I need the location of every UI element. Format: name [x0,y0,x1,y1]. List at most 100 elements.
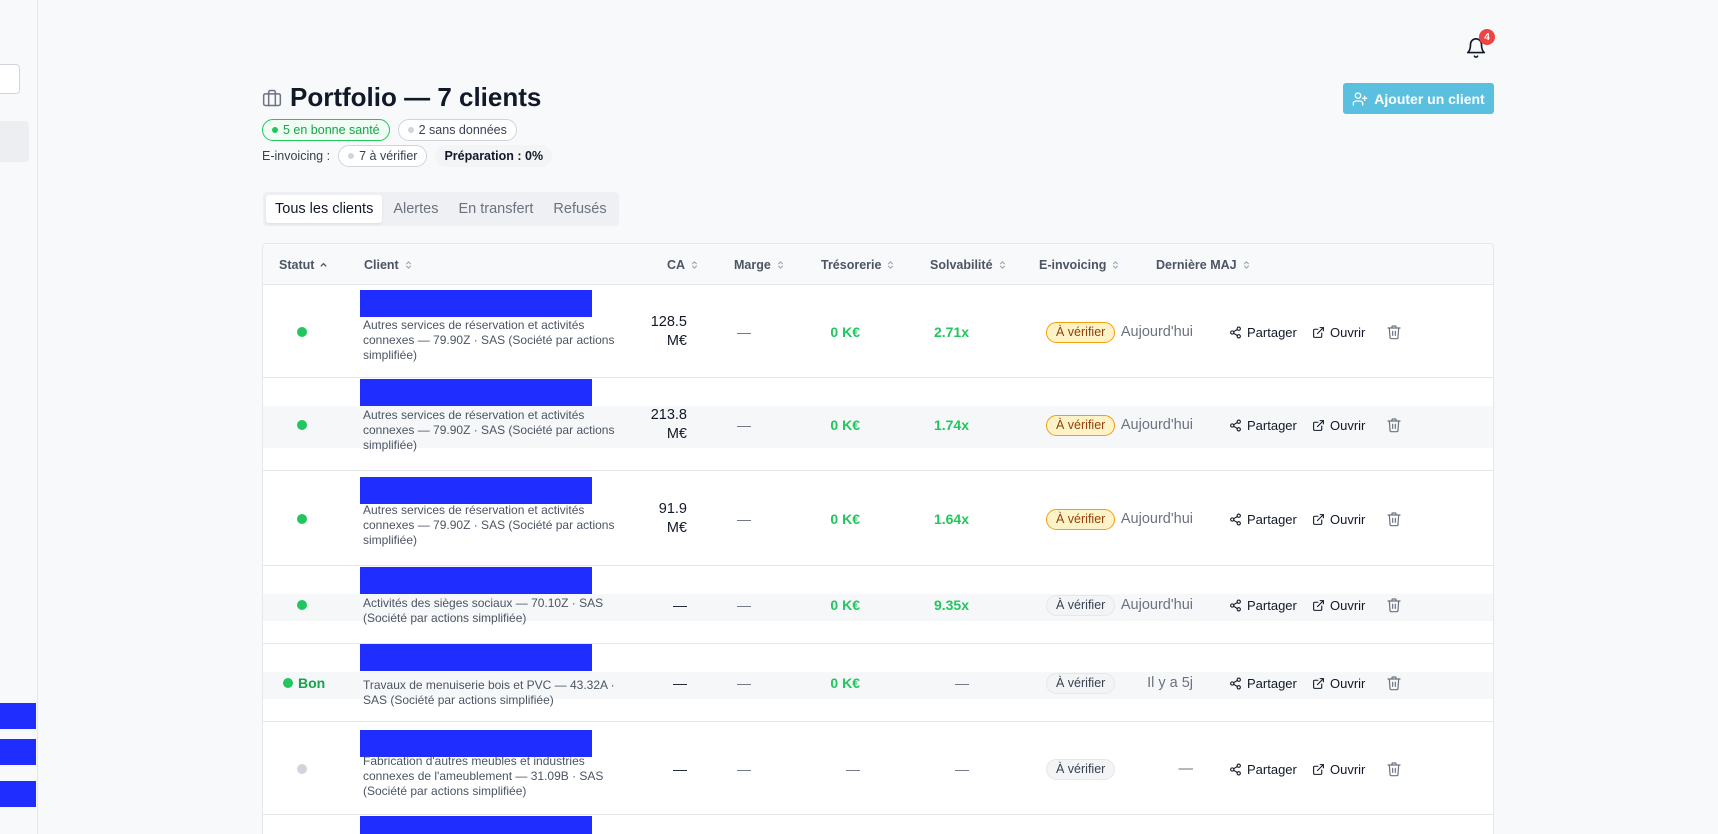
status-cell: Bon [283,671,325,695]
client-name-redacted[interactable] [360,644,592,671]
share-button[interactable]: Partager [1229,413,1297,437]
status-dot [272,127,278,133]
filter-tabs: Tous les clients Alertes En transfert Re… [263,192,619,226]
einvoicing-badge[interactable]: À vérifier [1046,672,1116,694]
sidebar [0,0,38,834]
chevron-up-icon [320,262,328,267]
share-button[interactable]: Partager [1229,507,1297,531]
status-cell [297,320,307,344]
last-update-cell: Aujourd'hui [1120,417,1193,433]
tab-refused[interactable]: Refusés [553,201,607,217]
trash-icon [1386,324,1402,340]
healthy-badge[interactable]: 5 en bonne santé [262,119,390,141]
share-button[interactable]: Partager [1229,593,1297,617]
tab-alerts[interactable]: Alertes [393,201,439,217]
status-label: Bon [298,675,326,691]
trash-icon [1386,675,1402,691]
bell-icon[interactable] [1465,37,1487,59]
tresorerie-cell: 0 K€ [830,417,860,433]
share-button[interactable]: Partager [1229,320,1297,344]
open-button[interactable]: Ouvrir [1312,593,1365,617]
last-update-cell: Aujourd'hui [1120,597,1193,613]
delete-button[interactable] [1386,593,1402,617]
tab-in-transfer[interactable]: En transfert [458,201,534,217]
solvabilite-cell: — [955,761,969,777]
column-marge[interactable]: Marge [734,244,785,285]
sort-icon [405,260,411,269]
to-verify-badge[interactable]: 7 à vérifier [338,145,428,167]
table-row[interactable]: Activités des sièges sociaux — 70.10Z · … [263,566,1493,644]
einvoicing-badge[interactable]: À vérifier [1046,594,1116,616]
to-verify-label: 7 à vérifier [359,149,418,163]
table-row[interactable]: Autres services de réservation et activi… [263,471,1493,566]
no-data-badge[interactable]: 2 sans données [397,119,517,141]
status-cell [297,757,307,781]
column-solvabilite[interactable]: Solvabilité [930,244,1007,285]
column-tresorerie[interactable]: Trésorerie [821,244,895,285]
open-button[interactable]: Ouvrir [1312,507,1365,531]
delete-button[interactable] [1386,671,1402,695]
delete-button[interactable] [1386,413,1402,437]
table-row[interactable]: Autres services de réservation et activi… [263,285,1493,378]
ca-value: — [673,761,687,777]
column-derniere-maj[interactable]: Dernière MAJ [1156,244,1251,285]
status-dot [407,127,414,133]
einvoicing-badge[interactable]: À vérifier [1046,414,1116,436]
sort-icon [777,260,783,269]
client-description: Travaux de menuiserie bois et PVC — 43.3… [363,678,615,707]
tresorerie-cell: 0 K€ [830,675,860,691]
ca-value: 128.5 [650,314,687,330]
trash-icon [1386,417,1402,433]
open-button[interactable]: Ouvrir [1312,413,1365,437]
column-einvoicing[interactable]: E-invoicing [1039,244,1120,285]
ca-value: — [673,597,687,613]
einvoicing-badge[interactable]: À vérifier [1046,758,1116,780]
client-name-redacted[interactable] [360,730,592,757]
external-link-icon [1312,677,1325,690]
einvoicing-badge[interactable]: À vérifier [1046,321,1116,343]
sort-icon [1113,260,1119,269]
column-client[interactable]: Client [364,244,413,285]
table-row[interactable]: Fabrication d'autres meubles et industri… [263,722,1493,815]
open-label: Ouvrir [1330,417,1366,433]
marge-cell: — [737,417,751,433]
sidebar-search-input[interactable] [0,64,20,94]
user-plus-icon [1352,91,1368,106]
delete-button[interactable] [1386,507,1402,531]
column-ca[interactable]: CA [667,244,699,285]
marge-cell: — [737,675,751,691]
share-label: Partager [1247,417,1297,433]
open-button[interactable]: Ouvrir [1312,320,1365,344]
last-update-cell: Il y a 5j [1147,675,1193,691]
trash-icon [1386,597,1402,613]
ca-cell: 213.8 M€ [623,406,687,444]
open-button[interactable]: Ouvrir [1312,757,1365,781]
table-row[interactable]: Autres services de réservation et activi… [263,378,1493,471]
column-statut[interactable]: Statut [279,244,328,285]
sidebar-item-active[interactable] [0,121,29,162]
delete-button[interactable] [1386,320,1402,344]
sidebar-redacted-item[interactable] [0,781,36,807]
client-name-redacted[interactable] [360,379,592,406]
table-row[interactable] [263,815,1493,834]
delete-button[interactable] [1386,757,1402,781]
client-name-redacted[interactable] [360,477,592,504]
share-button[interactable]: Partager [1229,757,1297,781]
open-label: Ouvrir [1330,761,1366,777]
share-label: Partager [1247,324,1297,340]
client-name-redacted[interactable] [360,567,592,594]
open-label: Ouvrir [1330,324,1366,340]
sort-icon [888,260,894,269]
sidebar-redacted-item[interactable] [0,739,36,765]
column-label: CA [667,257,686,272]
client-name-redacted[interactable] [360,290,592,317]
share-button[interactable]: Partager [1229,671,1297,695]
tab-all-clients[interactable]: Tous les clients [266,195,383,223]
open-button[interactable]: Ouvrir [1312,671,1365,695]
add-client-button[interactable]: Ajouter un client [1343,83,1494,114]
einvoicing-badge[interactable]: À vérifier [1046,508,1116,530]
table-row[interactable]: Bon Travaux de menuiserie bois et PVC — … [263,644,1493,722]
client-name-redacted[interactable] [360,816,592,834]
open-label: Ouvrir [1330,675,1366,691]
sidebar-redacted-item[interactable] [0,703,36,729]
